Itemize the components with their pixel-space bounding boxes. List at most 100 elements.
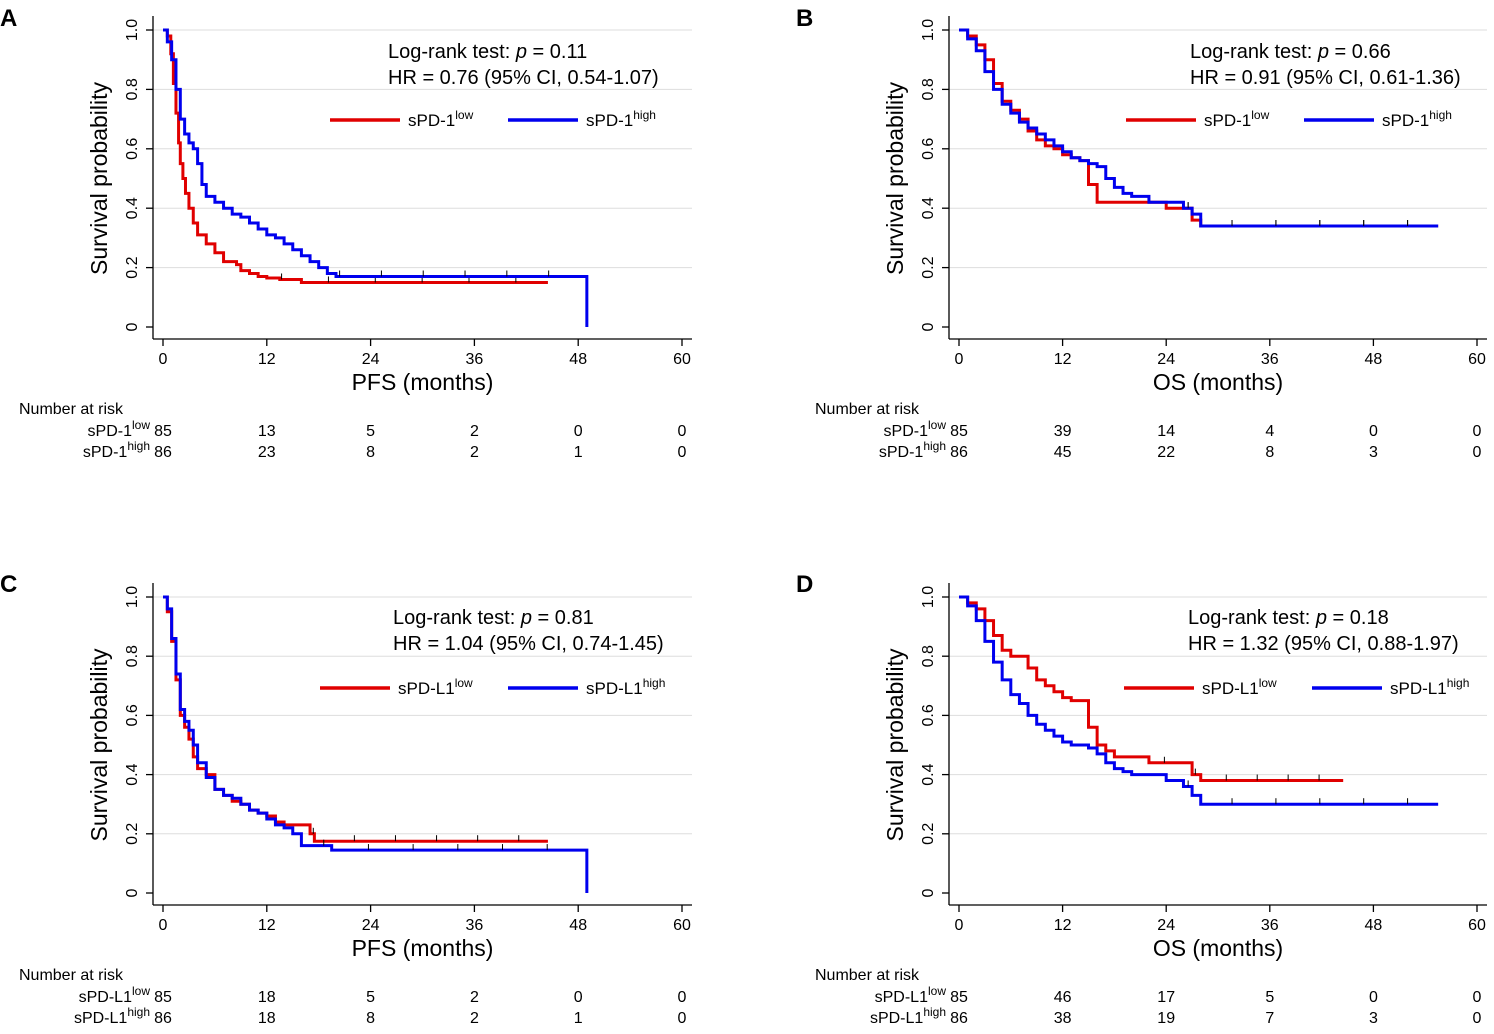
x-tick-label: 48 [569,917,587,934]
risk-count: 85 [950,989,968,1006]
risk-row-label-high-sup: high [127,1005,150,1019]
y-axis-title: Survival probability [882,81,908,275]
risk-row-label-high: sPD-L1high [74,1005,150,1027]
x-tick-label: 48 [1365,351,1383,368]
risk-count: 85 [154,989,172,1006]
km-curve-high [959,28,1439,228]
legend-label-high-sup: high [643,676,666,690]
risk-count: 0 [678,423,687,440]
hazard-ratio-text: HR = 1.32 (95% CI, 0.88-1.97) [1188,633,1459,655]
logrank-text: Log-rank test: p = 0.11 [388,41,587,63]
y-tick-label: 0.6 [124,704,141,726]
y-tick-label: 0.8 [920,78,937,100]
risk-row-label-low: sPD-1low [884,418,947,440]
panel-letter: A [0,5,17,32]
risk-table-title: Number at risk [815,967,920,984]
x-tick-label: 12 [258,917,276,934]
risk-count: 0 [574,423,583,440]
risk-row-label-low-sup: low [132,984,150,998]
risk-table-title: Number at risk [19,401,124,418]
logrank-value: = 0.81 [532,607,594,629]
risk-row-label-high: sPD-1high [83,439,150,461]
legend-label-low: sPD-1low [408,108,474,130]
x-tick-label: 0 [159,917,168,934]
risk-row-label-high-base: sPD-L1 [74,1010,127,1027]
km-curve-high [959,595,1439,806]
logrank-p: p [520,607,532,629]
risk-count: 39 [1054,423,1072,440]
risk-count: 18 [258,989,276,1006]
legend-label-high-sup: high [1429,108,1452,122]
risk-count: 14 [1157,423,1175,440]
risk-count: 0 [1473,444,1482,461]
risk-count: 86 [950,444,968,461]
x-tick-label: 36 [1261,351,1279,368]
panel-letter: C [0,571,17,598]
y-tick-label: 0.2 [920,823,937,845]
risk-count: 45 [1054,444,1072,461]
y-axis-title: Survival probability [86,648,112,842]
logrank-p: p [1317,41,1329,63]
x-tick-label: 24 [362,917,380,934]
legend-label-low-base: sPD-1 [408,111,455,130]
x-tick-label: 0 [955,917,964,934]
x-tick-label: 0 [955,351,964,368]
legend-label-low-base: sPD-L1 [398,679,455,698]
y-tick-label: 0.4 [920,763,937,785]
logrank-prefix: Log-rank test: [393,607,521,629]
km-curve-high [163,28,589,327]
x-tick-label: 60 [673,917,691,934]
y-tick-label: 0.4 [920,197,937,219]
x-tick-label: 0 [159,351,168,368]
legend-label-high-base: sPD-L1 [1390,679,1447,698]
y-tick-label: 1.0 [920,586,937,608]
x-tick-label: 24 [362,351,380,368]
logrank-p: p [1315,607,1327,629]
x-tick-label: 48 [1365,917,1383,934]
y-tick-label: 0.8 [920,645,937,667]
y-axis-title: Survival probability [882,648,908,842]
x-tick-label: 24 [1157,917,1175,934]
x-tick-label: 12 [258,351,276,368]
risk-count: 0 [574,989,583,1006]
legend-label-high: sPD-L1high [586,676,665,698]
risk-count: 46 [1054,989,1072,1006]
risk-count: 0 [1473,1010,1482,1027]
risk-count: 0 [1369,423,1378,440]
legend-label-low-base: sPD-1 [1204,111,1251,130]
legend-label-low-sup: low [455,108,473,122]
y-tick-label: 0 [124,888,141,897]
risk-count: 5 [1265,989,1274,1006]
x-axis-title: PFS (months) [352,369,494,395]
x-tick-label: 60 [1468,351,1486,368]
x-tick-label: 36 [466,917,484,934]
logrank-text: Log-rank test: p = 0.81 [393,607,594,629]
y-tick-label: 0.8 [124,78,141,100]
x-tick-label: 36 [466,351,484,368]
legend-label-low: sPD-1low [1204,108,1270,130]
logrank-prefix: Log-rank test: [388,41,516,63]
y-tick-label: 0 [920,888,937,897]
y-tick-label: 1.0 [124,19,141,41]
logrank-value: = 0.66 [1329,41,1391,63]
x-axis-title: OS (months) [1153,935,1283,961]
risk-row-label-high-base: sPD-L1 [870,1010,923,1027]
x-axis-title: OS (months) [1153,369,1283,395]
hazard-ratio-text: HR = 0.91 (95% CI, 0.61-1.36) [1190,67,1461,89]
risk-table-title: Number at risk [815,401,920,418]
risk-count: 85 [154,423,172,440]
x-tick-label: 12 [1054,351,1072,368]
risk-count: 85 [950,423,968,440]
panel-d: D 0 0.2 0.4 0.6 0.8 1.0 0 12 24 36 48 60 OS (months) S… [796,571,1487,1027]
logrank-text: Log-rank test: p = 0.66 [1190,41,1391,63]
risk-count: 1 [574,444,583,461]
risk-count: 7 [1265,1010,1274,1027]
risk-row-label-high: sPD-L1high [870,1005,946,1027]
logrank-p: p [515,41,527,63]
risk-count: 2 [470,444,479,461]
legend-label-low-sup: low [455,676,473,690]
risk-count: 8 [366,1010,375,1027]
panel-letter: D [796,571,813,598]
